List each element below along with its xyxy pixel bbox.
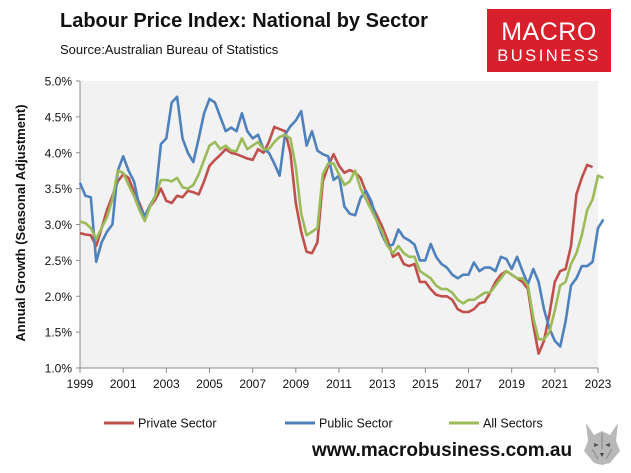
x-tick-label: 2005 xyxy=(196,377,223,391)
x-tick-label: 2015 xyxy=(412,377,439,391)
x-tick-label: 2007 xyxy=(239,377,266,391)
macrobusiness-logo[interactable]: MACRO BUSINESS xyxy=(487,9,611,72)
series-line-all-sectors xyxy=(79,133,604,341)
y-tick-label: 2.5% xyxy=(45,254,73,268)
y-tick-label: 5.0% xyxy=(45,75,73,89)
y-tick-label: 1.5% xyxy=(45,326,73,340)
y-tick-label: 3.0% xyxy=(45,218,73,232)
legend-label: Public Sector xyxy=(319,417,393,431)
line-chart: 1.0% 1.5% 2.0% 2.5% 3.0% 3.5% 4.0% 4.5% 5.0% 199… xyxy=(13,75,612,431)
y-tick-label: 3.5% xyxy=(45,182,73,196)
plot-area xyxy=(80,81,598,368)
y-tick-label: 4.5% xyxy=(45,110,73,124)
logo-line-2: BUSINESS xyxy=(497,47,601,65)
x-tick-label: 2009 xyxy=(282,377,309,391)
legend-label: Private Sector xyxy=(138,417,217,431)
source-note: Source:Australian Bureau of Statistics xyxy=(60,42,279,57)
x-tick-label: 2013 xyxy=(369,377,396,391)
x-tick-label: 2017 xyxy=(455,377,482,391)
wolf-icon xyxy=(580,419,624,467)
chart-title: Labour Price Index: National by Sector xyxy=(60,10,428,32)
x-tick-label: 1999 xyxy=(67,377,94,391)
x-tick-label: 2011 xyxy=(326,377,352,391)
y-axis-title: Annual Growth (Seasonal Adjustment) xyxy=(13,104,28,341)
x-tick-label: 2023 xyxy=(585,377,612,391)
y-tick-label: 2.0% xyxy=(45,290,73,304)
y-tick-label: 1.0% xyxy=(45,362,73,376)
logo-line-1: MACRO xyxy=(501,18,597,46)
y-tick-label: 4.0% xyxy=(45,146,73,160)
website-url[interactable]: www.macrobusiness.com.au xyxy=(312,440,573,461)
x-tick-label: 2001 xyxy=(110,377,137,391)
series-line-public-sector xyxy=(78,95,605,348)
x-tick-label: 2021 xyxy=(541,377,568,391)
legend-label: All Sectors xyxy=(483,417,543,431)
x-tick-label: 2019 xyxy=(498,377,525,391)
legend: Private Sector Public Sector All Sectors xyxy=(104,417,543,431)
x-tick-label: 2003 xyxy=(153,377,180,391)
